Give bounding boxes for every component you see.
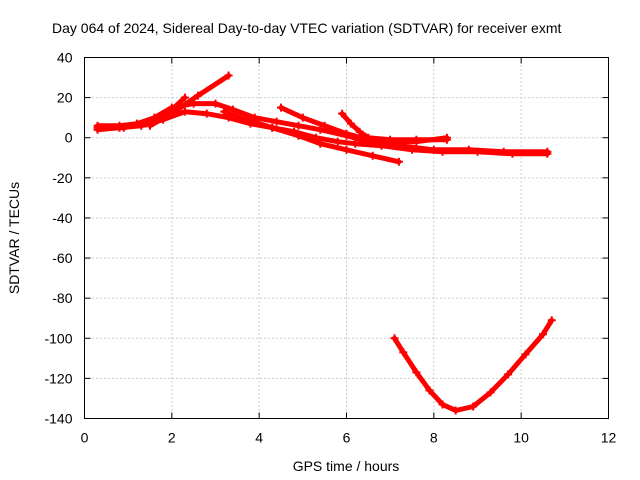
x-tick-label: 2 (168, 430, 176, 446)
data-point (194, 91, 203, 100)
data-point (351, 139, 360, 148)
data-point (220, 107, 229, 116)
data-point (412, 368, 421, 377)
data-point (272, 117, 281, 126)
y-tick-label: -40 (52, 210, 72, 226)
series-track-2 (93, 99, 552, 156)
data-point (499, 147, 508, 156)
data-point (547, 316, 556, 325)
series-track-7 (338, 109, 451, 144)
data-point (469, 402, 478, 411)
data-point (294, 121, 303, 130)
data-point (543, 147, 552, 156)
y-tick-label: -60 (52, 250, 72, 266)
x-tick-label: 0 (81, 430, 89, 446)
y-tick-label: -80 (52, 290, 72, 306)
x-tick-label: 12 (601, 430, 617, 446)
y-tick-label: 0 (65, 130, 73, 146)
data-point (320, 121, 329, 130)
data-point (294, 131, 303, 140)
data-point (277, 103, 285, 112)
data-point (242, 115, 251, 124)
data-point (180, 107, 189, 116)
y-tick-label: 40 (57, 50, 73, 66)
data-point (316, 139, 325, 148)
data-point (504, 370, 513, 379)
data-point (180, 93, 189, 102)
y-axis-label: SDTVAR / TECUs (6, 182, 22, 294)
data-point (119, 123, 128, 132)
data-point (146, 121, 154, 130)
data-point (539, 330, 547, 339)
data-point (342, 145, 351, 154)
series-line (147, 73, 232, 129)
data-point (425, 386, 434, 395)
data-point (338, 109, 347, 118)
y-tick-label: 20 (57, 90, 73, 106)
data-point (224, 71, 233, 80)
series-line (221, 109, 402, 165)
x-axis: 0 2 4 6 8 10 12 (81, 57, 617, 446)
series-track-4 (146, 71, 233, 130)
x-tick-label: 8 (430, 430, 438, 446)
data-point (429, 145, 438, 154)
data-point (355, 127, 364, 136)
data-point (342, 129, 351, 138)
data-point (412, 135, 421, 144)
data-point (394, 157, 403, 166)
data-point (333, 137, 342, 146)
y-axis: -140 -120 -100 -80 -60 -40 -20 0 20 40 (44, 50, 609, 427)
series-track-5 (220, 107, 403, 166)
data-point (464, 145, 473, 154)
data-point (386, 135, 395, 144)
data-point (202, 109, 211, 118)
series-track-8 (390, 316, 556, 415)
y-tick-label: -140 (44, 411, 72, 427)
data-point (399, 348, 408, 357)
x-axis-label: GPS time / hours (293, 458, 400, 474)
x-tick-label: 4 (255, 430, 263, 446)
data-point (141, 119, 150, 128)
x-tick-label: 10 (513, 430, 529, 446)
data-point (442, 135, 451, 144)
series-line (392, 317, 555, 413)
y-tick-label: -120 (44, 370, 72, 386)
data-point (316, 125, 325, 134)
data-series (93, 71, 556, 415)
data-point (451, 406, 460, 415)
data-point (298, 113, 307, 122)
data-point (486, 388, 495, 397)
data-point (364, 133, 373, 142)
data-point (93, 123, 102, 132)
data-point (521, 350, 530, 359)
y-tick-label: -100 (44, 330, 72, 346)
data-point (346, 119, 355, 128)
data-point (167, 109, 176, 118)
y-tick-label: -20 (52, 170, 72, 186)
data-point (368, 151, 377, 160)
data-point (438, 400, 447, 409)
chart-title: Day 064 of 2024, Sidereal Day-to-day VTE… (52, 20, 561, 36)
x-tick-label: 6 (343, 430, 351, 446)
data-point (390, 334, 399, 343)
data-point (211, 99, 220, 108)
data-point (268, 123, 277, 132)
